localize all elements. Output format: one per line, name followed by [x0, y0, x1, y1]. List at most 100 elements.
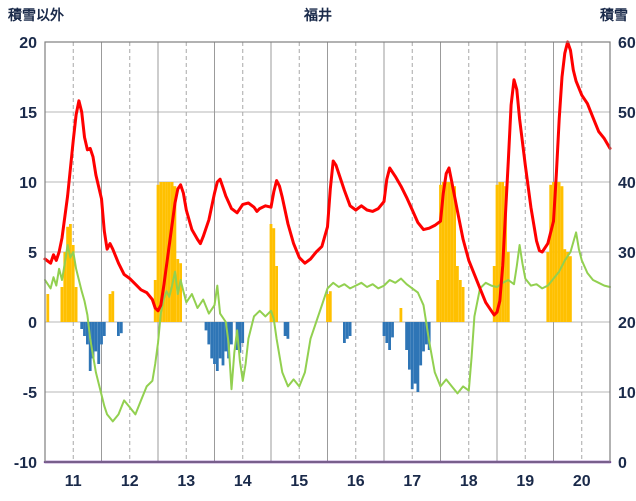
- orange-bars-bar: [46, 294, 50, 322]
- orange-bars-bar: [156, 184, 160, 322]
- red-line: [43, 40, 612, 317]
- orange-bars-bar: [63, 252, 67, 322]
- blue-bars-bar: [241, 322, 245, 343]
- x-axis-tick: 13: [177, 473, 195, 490]
- orange-bars-bar: [153, 280, 157, 322]
- plot-border: [44, 41, 611, 463]
- blue-bars-bar: [343, 322, 346, 343]
- orange-bars-bar: [272, 228, 276, 322]
- orange-bars-bar: [159, 182, 163, 322]
- orange-bars-bar: [557, 182, 561, 322]
- blue-bars-bar: [224, 322, 228, 352]
- orange-bars-bar: [554, 182, 558, 322]
- orange-bars-bar: [498, 182, 502, 322]
- blue-bars-bar: [117, 322, 120, 336]
- orange-bars-bar: [111, 291, 115, 322]
- x-axis-tick: 20: [573, 473, 591, 490]
- blue-bars-bar: [425, 322, 428, 345]
- orange-bars-bar: [328, 291, 332, 322]
- orange-bars-bar: [173, 186, 177, 322]
- x-axis-tick: 14: [234, 473, 252, 490]
- blue-bars-bar: [100, 322, 103, 345]
- blue-bars-bar: [391, 322, 394, 338]
- right-axis-tick: 0: [618, 455, 627, 472]
- left-axis-tick: 15: [19, 105, 37, 122]
- orange-bars-bar: [566, 252, 569, 322]
- orange-bars-bar: [71, 245, 75, 322]
- orange-bars-bar: [162, 182, 165, 322]
- blue-bars-bar: [345, 322, 349, 339]
- blue-bars-bar: [83, 322, 86, 336]
- orange-bars-bar: [453, 186, 456, 322]
- orange-bars-bar: [450, 182, 454, 322]
- orange-bars-bar: [439, 184, 442, 322]
- blue-bars-bar: [405, 322, 408, 350]
- x-axis-tick: 18: [460, 473, 478, 490]
- x-axis-tick: 17: [403, 473, 421, 490]
- blue-bars-bar: [283, 322, 287, 336]
- blue-bars-bar: [230, 322, 233, 345]
- orange-bars-bar: [504, 186, 507, 322]
- orange-bars-bar: [563, 249, 567, 322]
- blue-bars-bar: [210, 322, 214, 359]
- right-axis-tick: 30: [618, 245, 636, 262]
- left-axis-tick: 20: [19, 35, 37, 52]
- orange-bars-bar: [495, 184, 499, 322]
- blue-bars-bar: [388, 322, 391, 350]
- orange-bars-bar: [444, 182, 448, 322]
- orange-bars-bar: [546, 252, 550, 322]
- blue-bars-bar: [348, 322, 352, 336]
- orange-bars-bar: [458, 280, 462, 322]
- chart-title: 福井: [304, 7, 332, 23]
- orange-bars-bar: [165, 182, 168, 322]
- left-axis-tick: 10: [19, 175, 37, 192]
- blue-bars-bar: [119, 322, 123, 334]
- orange-bars-bar: [441, 182, 445, 322]
- x-axis-tick: 19: [516, 473, 534, 490]
- blue-bars-bar: [218, 322, 222, 359]
- blue-bars-bar: [286, 322, 290, 339]
- blue-bars-bar: [238, 322, 242, 353]
- blue-bars-bar: [94, 322, 98, 352]
- right-axis-tick: 60: [618, 35, 636, 52]
- blue-bars: [80, 322, 431, 392]
- orange-bars-bar: [552, 182, 555, 322]
- orange-bars-bar: [549, 184, 553, 322]
- left-axis-tick: -10: [14, 455, 37, 472]
- orange-bars-bar: [74, 287, 78, 322]
- orange-bars-bar: [275, 266, 278, 322]
- blue-bars-bar: [416, 322, 420, 392]
- orange-bars-bar: [179, 263, 182, 322]
- green-line: [44, 231, 611, 423]
- right-axis-tick: 50: [618, 105, 636, 122]
- orange-bars-bar: [66, 226, 69, 322]
- blue-bars-bar: [413, 322, 417, 384]
- x-axis-tick: 11: [65, 473, 82, 490]
- orange-bars: [46, 182, 572, 322]
- orange-bars-bar: [461, 287, 465, 322]
- left-axis-tick: 0: [28, 315, 37, 332]
- blue-bars-bar: [215, 322, 219, 371]
- orange-bars-bar: [108, 294, 112, 322]
- orange-bars-bar: [436, 280, 440, 322]
- left-axis-tick: 5: [28, 245, 37, 262]
- orange-bars-bar: [447, 182, 451, 322]
- blue-bars-bar: [410, 322, 414, 390]
- orange-bars-bar: [69, 224, 72, 322]
- orange-bars-bar: [269, 224, 273, 322]
- orange-bars-bar: [569, 256, 572, 322]
- orange-bars-bar: [170, 182, 174, 322]
- x-axis-tick: 15: [290, 473, 308, 490]
- right-axis-tick: 20: [618, 315, 636, 332]
- x-axis-tick: 12: [121, 473, 139, 490]
- orange-bars-bar: [456, 266, 459, 322]
- orange-bars-bar: [326, 294, 329, 322]
- blue-bars-bar: [385, 322, 389, 343]
- right-axis-tick: 10: [618, 385, 636, 402]
- blue-bars-bar: [213, 322, 216, 364]
- blue-bars-bar: [422, 322, 425, 352]
- right-axis-title: 積雪: [600, 7, 628, 23]
- blue-bars-bar: [207, 322, 211, 345]
